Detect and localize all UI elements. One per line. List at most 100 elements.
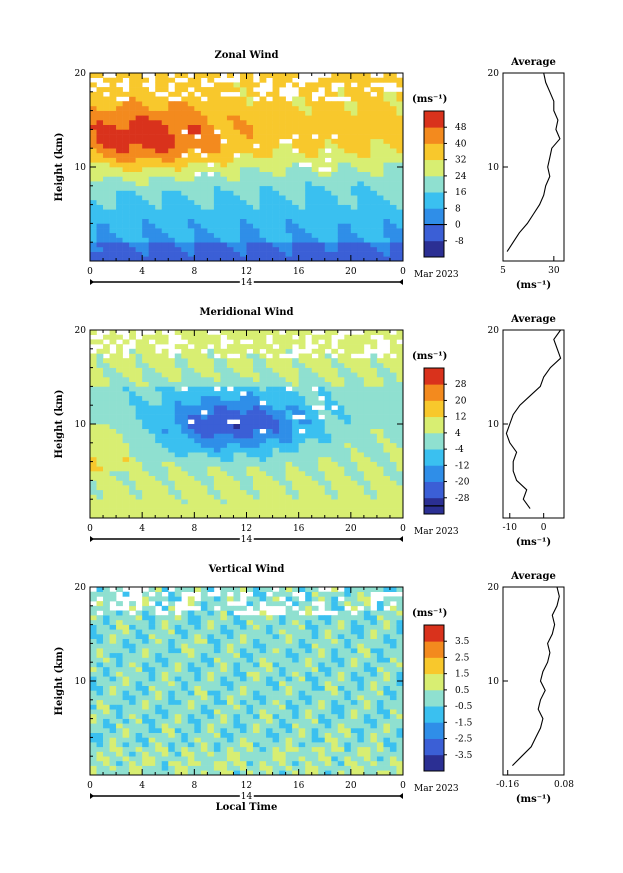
- heatmap-cell: [383, 419, 391, 425]
- heatmap-cell: [148, 770, 156, 776]
- heatmap-cell: [155, 400, 163, 406]
- heatmap-cell: [155, 629, 163, 635]
- heatmap-cell: [161, 452, 169, 458]
- heatmap-cell: [259, 690, 267, 696]
- heatmap-cell: [246, 718, 254, 724]
- heatmap-cell: [246, 624, 254, 630]
- heatmap-cell: [396, 461, 404, 467]
- heatmap-cell: [363, 503, 371, 509]
- heatmap-cell: [161, 232, 169, 238]
- heatmap-cell: [357, 377, 365, 382]
- heatmap-cell: [142, 395, 149, 401]
- heatmap-cell: [318, 760, 326, 766]
- heatmap-cell: [298, 344, 306, 350]
- heatmap-cell: [344, 209, 352, 215]
- heatmap-cell: [161, 447, 169, 453]
- heatmap-cell: [129, 228, 136, 234]
- heatmap-cell: [292, 737, 299, 743]
- heatmap-cell: [213, 232, 221, 238]
- heatmap-cell: [357, 110, 365, 116]
- heatmap-cell: [311, 190, 319, 196]
- heatmap-cell: [155, 204, 163, 210]
- heatmap-cell: [266, 237, 273, 243]
- heatmap-cell: [109, 756, 117, 762]
- heatmap-cell: [311, 471, 319, 476]
- heatmap-cell: [161, 770, 169, 776]
- heatmap-cell: [220, 199, 228, 205]
- heatmap-cell: [279, 438, 286, 444]
- heatmap-cell: [246, 372, 254, 378]
- heatmap-cell: [396, 489, 404, 495]
- heatmap-cell: [239, 499, 247, 505]
- heatmap-cell: [96, 770, 104, 776]
- heatmap-cell: [337, 358, 345, 364]
- heatmap-cell: [233, 503, 241, 509]
- heatmap-cell: [142, 629, 149, 635]
- heatmap-cell: [239, 157, 247, 163]
- heatmap-cell: [305, 452, 313, 458]
- heatmap-cell: [285, 134, 293, 140]
- heatmap-cell: [116, 256, 123, 262]
- heatmap-cell: [305, 167, 313, 172]
- heatmap-cell: [109, 82, 117, 88]
- heatmap-cell: [142, 718, 149, 724]
- heatmap-cell: [220, 232, 228, 238]
- heatmap-cell: [109, 742, 117, 748]
- heatmap-cell: [109, 381, 117, 387]
- heatmap-cell: [292, 615, 299, 621]
- heatmap-cell: [272, 513, 280, 519]
- heatmap-cell: [370, 199, 378, 205]
- heatmap-cell: [148, 138, 156, 144]
- heatmap-cell: [389, 228, 397, 234]
- heatmap-cell: [148, 452, 156, 458]
- heatmap-cell: [148, 489, 156, 495]
- heatmap-cell: [376, 110, 384, 116]
- heatmap-cell: [116, 634, 123, 639]
- heatmap-cell: [344, 176, 352, 182]
- heatmap-cell: [168, 129, 176, 135]
- heatmap-cell: [116, 344, 123, 350]
- heatmap-cell: [103, 195, 110, 201]
- heatmap-cell: [187, 138, 195, 144]
- heatmap-cell: [259, 765, 267, 771]
- heatmap-cell: [213, 610, 221, 616]
- heatmap-cell: [370, 386, 378, 392]
- heatmap-cell: [174, 228, 182, 234]
- heatmap-cell: [266, 615, 273, 621]
- heatmap-cell: [90, 171, 97, 177]
- heatmap-cell: [298, 685, 306, 691]
- heatmap-cell: [109, 185, 117, 191]
- heatmap-cell: [376, 148, 384, 154]
- heatmap-cell: [396, 442, 404, 448]
- heatmap-cell: [168, 662, 176, 668]
- heatmap-cell: [344, 395, 352, 401]
- heatmap-cell: [350, 101, 358, 107]
- heatmap-cell: [389, 499, 397, 505]
- heatmap-cell: [292, 400, 299, 406]
- heatmap-cell: [90, 195, 97, 201]
- heatmap-cell: [324, 251, 332, 257]
- heatmap-cell: [148, 704, 156, 710]
- heatmap-cell: [350, 242, 358, 248]
- heatmap-cell: [155, 601, 163, 607]
- heatmap-cell: [187, 499, 195, 505]
- heatmap-cell: [396, 377, 404, 382]
- heatmap-cell: [116, 134, 123, 140]
- heatmap-cell: [174, 456, 182, 462]
- heatmap-cell: [357, 503, 365, 509]
- heatmap-cell: [344, 405, 352, 411]
- heatmap-cell: [129, 73, 136, 78]
- heatmap-cell: [129, 508, 136, 514]
- heatmap-cell: [200, 629, 208, 635]
- heatmap-cell: [226, 232, 234, 238]
- heatmap-cell: [181, 134, 189, 140]
- heatmap-cell: [220, 176, 228, 182]
- heatmap-cell: [226, 199, 234, 205]
- heatmap-cell: [279, 508, 286, 514]
- heatmap-cell: [324, 115, 332, 121]
- heatmap-cell: [168, 596, 176, 602]
- heatmap-cell: [318, 499, 326, 505]
- heatmap-cell: [357, 513, 365, 519]
- heatmap-cell: [148, 513, 156, 519]
- heatmap-cell: [187, 447, 195, 453]
